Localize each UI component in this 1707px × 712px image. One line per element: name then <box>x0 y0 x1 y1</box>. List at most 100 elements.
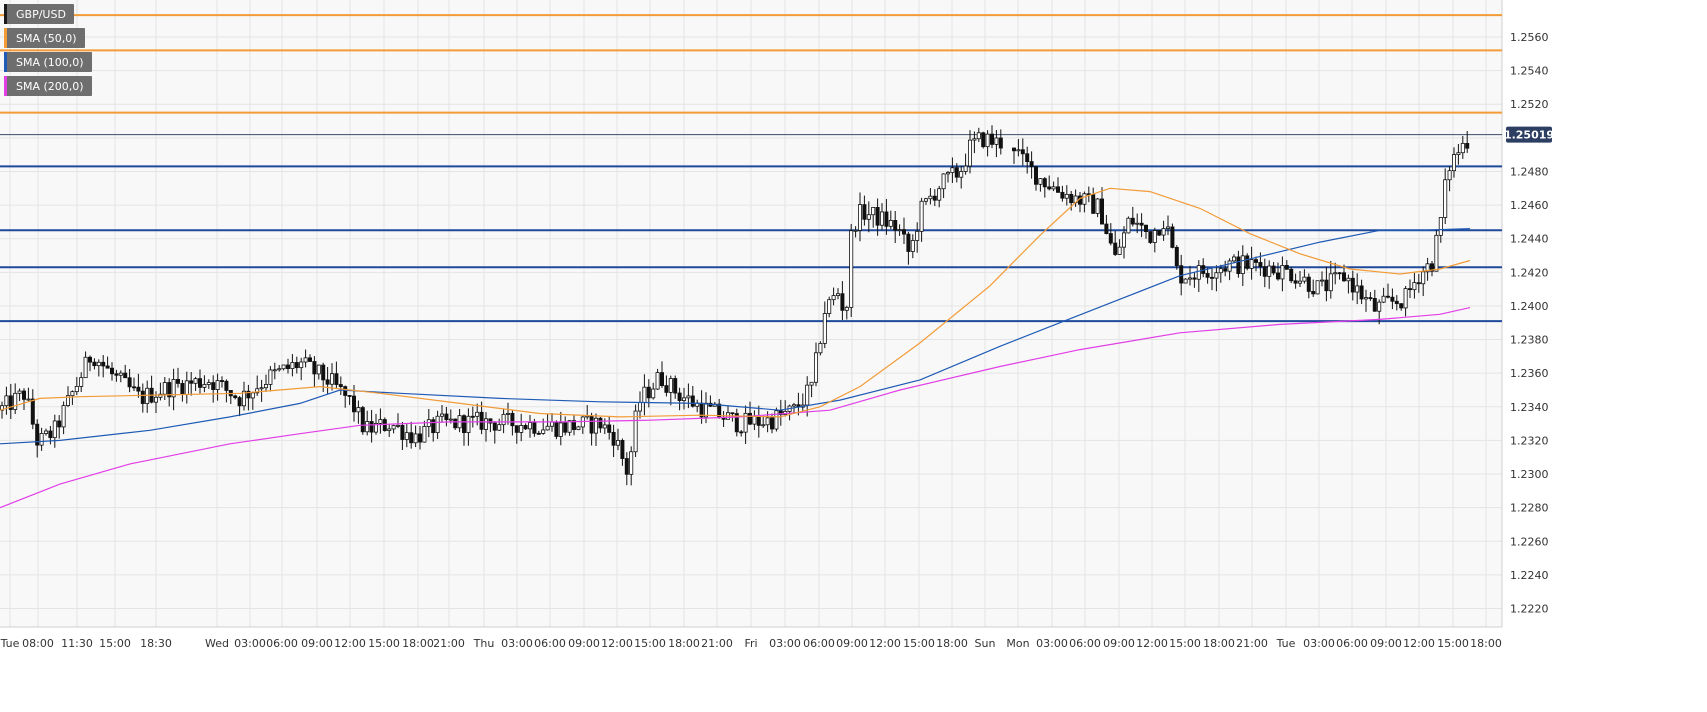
legend-item-sma100[interactable]: SMA (100,0) <box>4 52 92 72</box>
candle-body <box>792 404 797 407</box>
candle-body <box>57 420 62 428</box>
candle-body <box>1456 152 1461 155</box>
y-tick-label: 1.2540 <box>1510 65 1549 78</box>
candle-body <box>1355 285 1360 293</box>
x-tick-label: Thu <box>473 637 495 650</box>
candle-body <box>853 229 858 232</box>
sma50-line <box>0 187 1471 418</box>
x-tick-label: 12:00 <box>1136 637 1168 650</box>
candle-body <box>1051 186 1056 190</box>
candle-body <box>30 398 35 425</box>
legend-label-gbpusd: GBP/USD <box>16 7 66 21</box>
candle-body <box>1245 255 1250 269</box>
y-tick-label: 1.2240 <box>1510 569 1549 582</box>
candle-body <box>1276 272 1281 280</box>
candle-body <box>281 364 286 370</box>
candle-body <box>624 458 629 475</box>
candle-body <box>1443 179 1448 218</box>
candle-body <box>576 426 581 430</box>
candle-body <box>563 422 568 433</box>
legend-item-sma50[interactable]: SMA (50,0) <box>4 28 85 48</box>
candle-body <box>448 418 453 421</box>
candle-body <box>1042 178 1047 188</box>
candle-body <box>1227 260 1232 272</box>
candle-body <box>677 392 682 401</box>
candle-body <box>910 240 915 252</box>
candle-body <box>849 230 854 308</box>
candle-body <box>79 377 84 387</box>
x-tick-label: 03:00 <box>234 637 266 650</box>
candle-body <box>347 395 352 397</box>
candle-body <box>519 425 524 433</box>
candle-body <box>827 299 832 314</box>
candle-body <box>488 418 493 424</box>
candle-body <box>263 384 268 389</box>
candle-body <box>483 418 488 430</box>
candle-body <box>400 424 405 440</box>
candle-body <box>197 378 202 388</box>
legend-item-gbpusd[interactable]: GBP/USD <box>4 4 74 24</box>
y-tick-label: 1.2400 <box>1510 300 1549 313</box>
candle-body <box>1113 242 1118 255</box>
candle-body <box>550 421 555 427</box>
candle-body <box>1465 142 1470 149</box>
candle-body <box>114 373 119 376</box>
candle-body <box>8 395 13 410</box>
candle-body <box>968 139 973 167</box>
x-tick-label: 09:00 <box>1103 637 1135 650</box>
candle-body <box>1412 282 1417 291</box>
candle-body <box>88 356 93 363</box>
candle-body <box>387 428 392 431</box>
candle-body <box>224 380 229 391</box>
candle-body <box>523 425 528 430</box>
candle-body <box>1438 217 1443 236</box>
candle-body <box>1328 273 1333 292</box>
candle-body <box>365 421 370 433</box>
x-tick-label: 03:00 <box>501 637 533 650</box>
candle-body <box>1298 280 1303 284</box>
candle-body <box>466 415 471 433</box>
legend-label-sma200: SMA (200,0) <box>16 79 84 93</box>
candle-body <box>1179 265 1184 284</box>
candle-body <box>307 357 312 362</box>
candle-body <box>233 395 238 399</box>
candle-body <box>611 431 616 446</box>
candle-body <box>1130 217 1135 225</box>
candle-body <box>61 405 66 428</box>
candle-body <box>660 372 665 386</box>
candle-body <box>743 412 748 433</box>
candle-body <box>1139 222 1144 226</box>
y-tick-label: 1.2380 <box>1510 334 1549 347</box>
last-price-label: 1.25019 <box>1504 129 1554 142</box>
candle-body <box>871 207 876 216</box>
candle-body <box>532 422 537 434</box>
x-tick-label: 06:00 <box>266 637 298 650</box>
candle-body <box>1122 232 1127 248</box>
x-tick-label: 18:00 <box>668 637 700 650</box>
x-tick-label: 15:00 <box>99 637 131 650</box>
candle-body <box>1293 280 1298 284</box>
sma100-line <box>0 228 1471 445</box>
candle-body <box>1421 271 1426 285</box>
candle-body <box>153 396 158 403</box>
candle-body <box>435 415 440 434</box>
candle-body <box>1320 279 1325 282</box>
x-tick-label: 12:00 <box>334 637 366 650</box>
candle-body <box>1144 224 1149 232</box>
candle-body <box>391 425 396 430</box>
x-tick-label: 18:00 <box>936 637 968 650</box>
candle-body <box>1157 230 1162 236</box>
x-tick-label: Wed <box>205 637 229 650</box>
candle-body <box>1337 272 1342 275</box>
candle-body <box>594 417 599 434</box>
y-tick-label: 1.2320 <box>1510 434 1549 447</box>
y-tick-label: 1.2480 <box>1510 165 1549 178</box>
candle-body <box>1434 234 1439 272</box>
legend-item-sma200[interactable]: SMA (200,0) <box>4 76 92 96</box>
candle-body <box>638 401 643 412</box>
candle-body <box>690 395 695 407</box>
candle-body <box>730 412 735 415</box>
candle-body <box>145 387 150 404</box>
candle-body <box>950 167 955 173</box>
candle-body <box>268 369 273 385</box>
